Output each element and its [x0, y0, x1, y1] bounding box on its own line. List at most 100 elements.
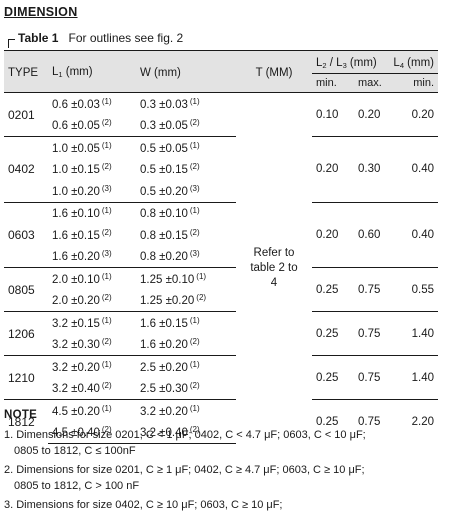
l1-value: 4.5 ±0.20 — [52, 405, 100, 418]
l1-value: 2.0 ±0.10 — [52, 273, 100, 286]
header-l4: L4 (mm) — [388, 50, 438, 74]
footnote-ref: (2) — [189, 227, 200, 237]
l1-value: 1.6 ±0.15 — [52, 229, 100, 242]
caption-label: Table 1 For outlines see fig. 2 — [18, 31, 183, 45]
w-value: 1.6 ±0.15 — [140, 317, 188, 330]
footnote-ref: (2) — [196, 293, 207, 303]
footnote-ref: (1) — [196, 271, 207, 281]
header-l1: L1 (mm) — [48, 50, 136, 93]
footnote-ref: (2) — [101, 118, 112, 128]
caption-bracket — [8, 39, 15, 48]
footnote-ref: (1) — [101, 315, 112, 325]
table-row: 1210 3.2 ±0.20 (1) 2.5 ±0.20 (1) 0.25 0.75 1.40 — [4, 355, 438, 400]
header-w: W (mm) — [136, 50, 236, 93]
dimension-table: TYPE L1 (mm) W (mm) T (MM) L2 / L3 (mm) … — [4, 50, 438, 444]
footnote-ref: (1) — [189, 96, 200, 106]
l4-min-cell: 0.20 — [388, 92, 438, 137]
l1-cell: 1.0 ±0.20 (3) — [48, 180, 136, 202]
footnote-ref: (1) — [189, 359, 200, 369]
w-cell: 3.2 ±0.20 (1) — [136, 399, 236, 422]
l1-cell: 3.2 ±0.20 (1) — [48, 355, 136, 378]
w-value: 0.5 ±0.15 — [140, 164, 188, 177]
section-heading: DIMENSION — [4, 5, 78, 19]
table-row: 3.2 ±0.40 (2) 2.5 ±0.30 (2) — [4, 378, 438, 400]
footnote-ref: (1) — [189, 403, 200, 413]
w-cell: 0.8 ±0.20 (3) — [136, 246, 236, 268]
table-row: 1206 3.2 ±0.15 (1) 1.6 ±0.15 (1) 0.25 0.75 1.40 — [4, 311, 438, 356]
w-cell: 1.25 ±0.10 (1) — [136, 267, 236, 290]
l1-cell: 4.5 ±0.40 (2) — [48, 421, 136, 444]
l1-cell: 1.0 ±0.05 (1) — [48, 136, 136, 159]
footnote-ref: (2) — [101, 227, 112, 237]
w-cell: 1.6 ±0.20 (2) — [136, 334, 236, 356]
footnote-ref: (1) — [101, 140, 112, 150]
w-cell: 0.8 ±0.15 (2) — [136, 224, 236, 246]
w-value: 2.5 ±0.20 — [140, 361, 188, 374]
header-t: T (MM) — [236, 50, 312, 93]
w-cell: 0.5 ±0.15 (2) — [136, 159, 236, 181]
footnote-ref: (2) — [101, 381, 112, 391]
l1-cell: 2.0 ±0.10 (1) — [48, 267, 136, 290]
w-cell: 0.5 ±0.20 (3) — [136, 180, 236, 202]
footnote-ref: (1) — [189, 206, 200, 216]
w-value: 1.6 ±0.20 — [140, 339, 188, 352]
footnote-ref: (2) — [189, 162, 200, 172]
l1-value: 1.6 ±0.20 — [52, 251, 100, 264]
footnote-ref: (1) — [101, 271, 112, 281]
l1-value: 1.0 ±0.05 — [52, 142, 100, 155]
type-cell: 1210 — [4, 355, 48, 400]
table-row: 1812 4.5 ±0.20 (1) 3.2 ±0.20 (1) 0.25 0.75 2.20 — [4, 399, 438, 444]
table-row: 0201 0.6 ±0.03 (1) 0.3 ±0.03 (1) Refer to tab… — [4, 92, 438, 444]
l23-max-cell: 0.75 — [354, 311, 388, 356]
footnote-ref: (2) — [189, 425, 200, 435]
table-row: 4.5 ±0.40 (2) 3.2 ±0.40 (2) — [4, 421, 438, 444]
table-row: 1.6 ±0.15 (2) 0.8 ±0.15 (2) — [4, 224, 438, 246]
l4-min-cell: 0.40 — [388, 201, 438, 268]
w-value: 0.3 ±0.03 — [140, 98, 188, 111]
note-item: 3. Dimensions for size 0402, C ≥ 10 μF; … — [4, 497, 454, 513]
type-cell: 0805 — [4, 267, 48, 312]
w-value: 1.25 ±0.10 — [140, 273, 195, 286]
table-body: 0201 0.6 ±0.03 (1) 0.3 ±0.03 (1) Refer to tab… — [4, 92, 438, 444]
footnote-ref: (2) — [189, 337, 200, 347]
l1-value: 3.2 ±0.20 — [52, 361, 100, 374]
footnote-ref: (1) — [101, 403, 112, 413]
table-row: 1.0 ±0.15 (2) 0.5 ±0.15 (2) — [4, 159, 438, 181]
t-cell: Refer to table 2 to 4 — [236, 92, 312, 444]
w-cell: 1.6 ±0.15 (1) — [136, 311, 236, 334]
l23-min-cell: 0.25 — [312, 355, 354, 400]
l1-cell: 1.0 ±0.15 (2) — [48, 159, 136, 181]
w-value: 0.5 ±0.20 — [140, 185, 188, 198]
l23-max-cell: 0.30 — [354, 136, 388, 202]
l1-value: 3.2 ±0.40 — [52, 383, 100, 396]
w-value: 0.8 ±0.20 — [140, 251, 188, 264]
l1-cell: 3.2 ±0.30 (2) — [48, 334, 136, 356]
footnote-ref: (2) — [101, 337, 112, 347]
footnote-ref: (1) — [101, 96, 112, 106]
l1-value: 3.2 ±0.30 — [52, 339, 100, 352]
l23-min-cell: 0.25 — [312, 267, 354, 312]
w-value: 0.3 ±0.05 — [140, 120, 188, 133]
l1-cell: 0.6 ±0.03 (1) — [48, 92, 136, 115]
note-item: 2. Dimensions for size 0201, C ≥ 1 μF; 0… — [4, 462, 454, 494]
footnote-ref: (2) — [101, 293, 112, 303]
l4-min-cell: 0.55 — [388, 267, 438, 312]
note-line: 1. Dimensions for size 0201, C < 1 μF; 0… — [4, 429, 366, 441]
type-cell: 1812 — [4, 399, 48, 444]
l1-cell: 2.0 ±0.20 (2) — [48, 290, 136, 312]
l1-cell: 1.6 ±0.10 (1) — [48, 201, 136, 224]
w-cell: 2.5 ±0.20 (1) — [136, 355, 236, 378]
type-cell: 1206 — [4, 311, 48, 356]
w-cell: 3.2 ±0.40 (2) — [136, 421, 236, 444]
footnote-ref: (3) — [101, 249, 112, 259]
w-cell: 0.3 ±0.03 (1) — [136, 92, 236, 115]
note-line-continued: 0805 to 1812, C ≤ 100nF — [14, 445, 136, 457]
l23-min-cell: 0.25 — [312, 311, 354, 356]
notes: NOTE 1. Dimensions for size 0201, C < 1 … — [4, 409, 454, 516]
w-cell: 1.25 ±0.20 (2) — [136, 290, 236, 312]
l23-max-cell: 0.20 — [354, 92, 388, 137]
w-cell: 2.5 ±0.30 (2) — [136, 378, 236, 400]
l23-min-cell: 0.20 — [312, 136, 354, 202]
l23-max-cell: 0.75 — [354, 267, 388, 312]
l1-cell: 3.2 ±0.15 (1) — [48, 311, 136, 334]
